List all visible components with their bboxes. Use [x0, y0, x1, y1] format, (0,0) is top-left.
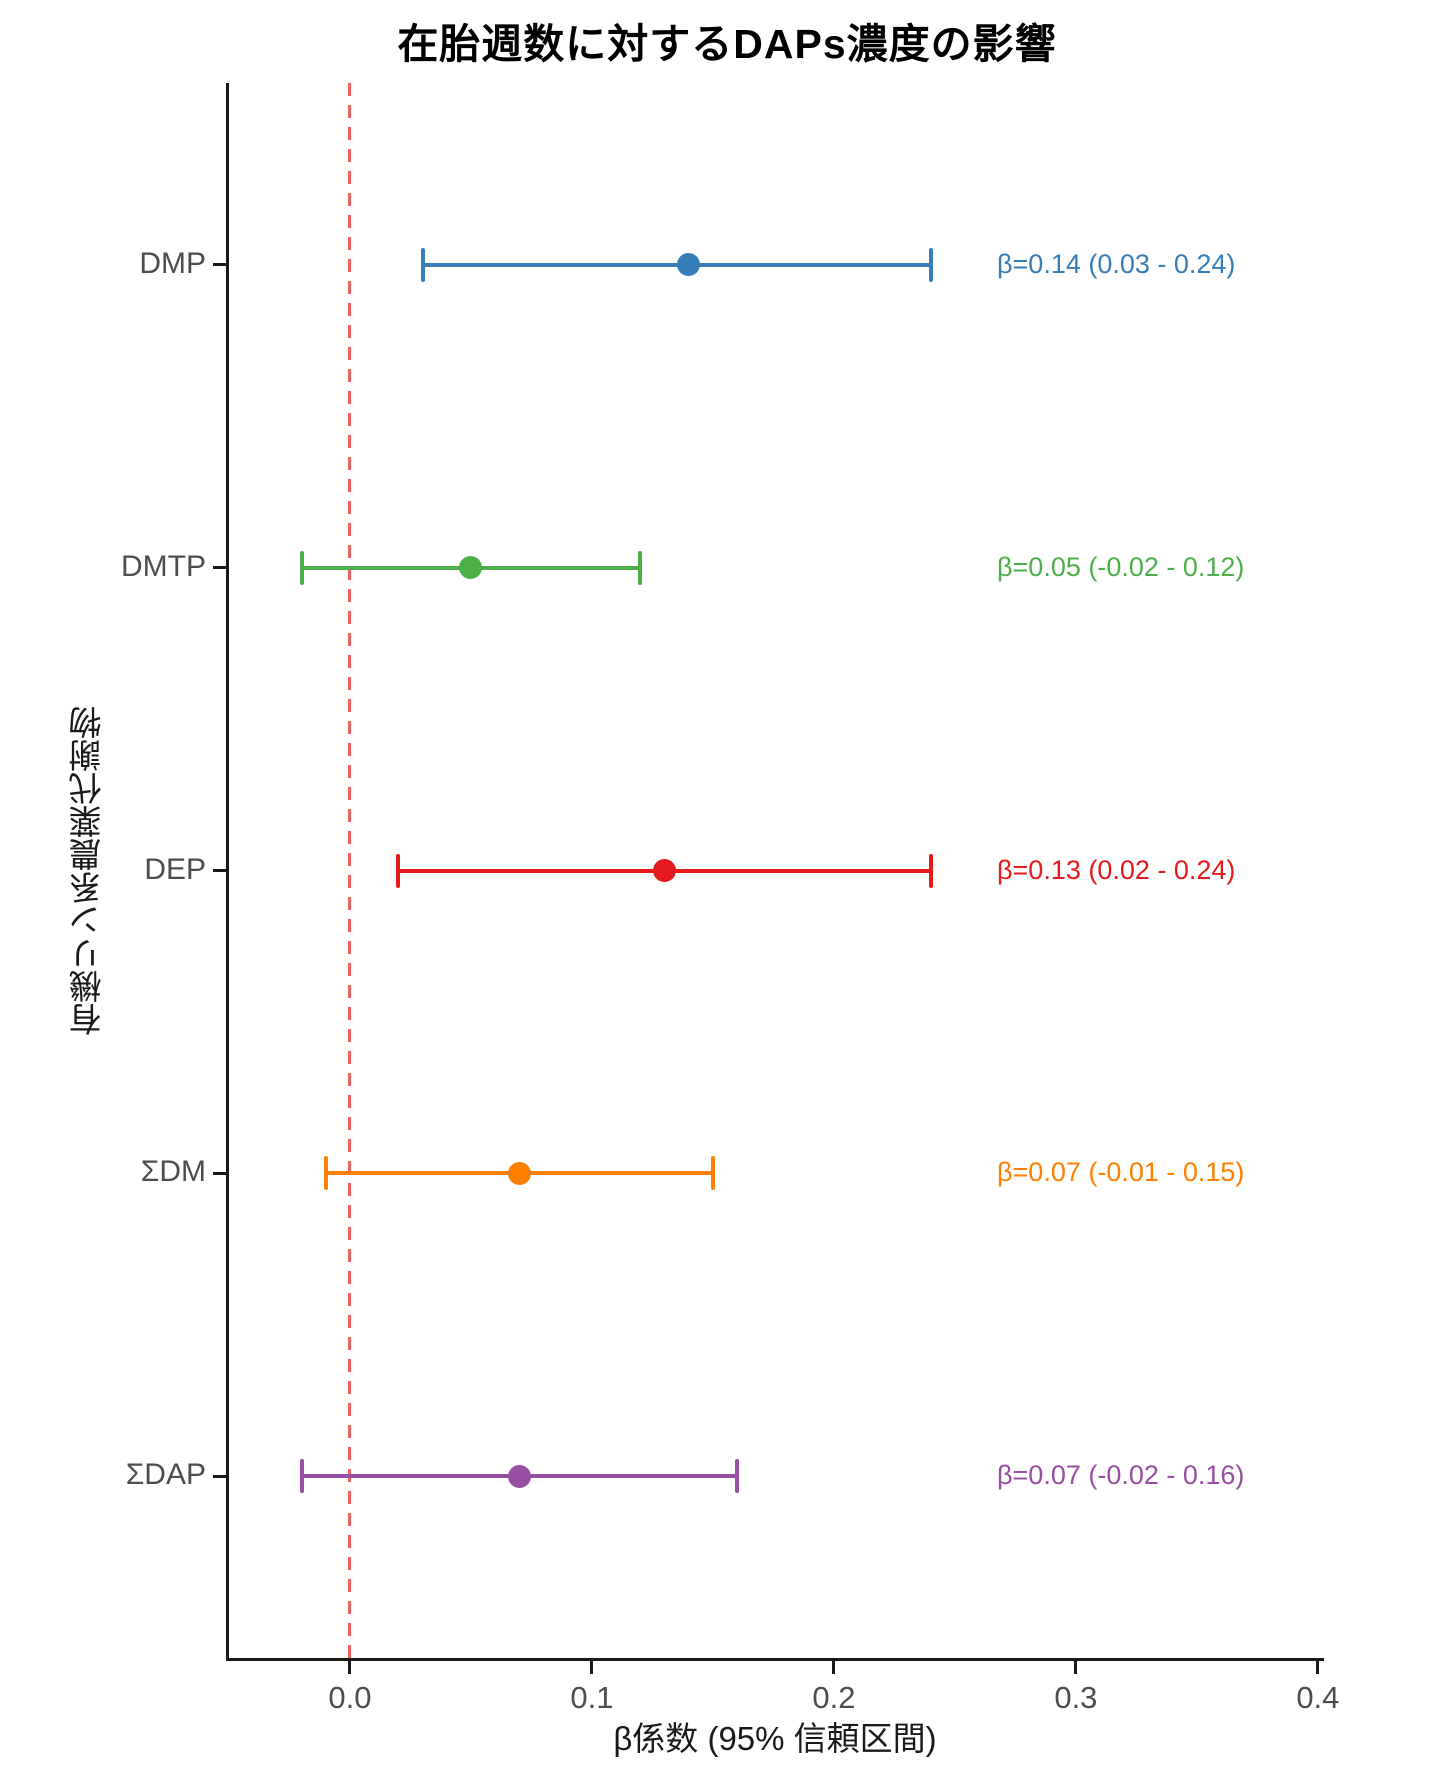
x-axis-line — [226, 1658, 1324, 1661]
chart-title: 在胎週数に対するDAPs濃度の影響 — [397, 21, 1057, 67]
x-tick-label: 0.4 — [1296, 1680, 1340, 1715]
y-tick-mark — [213, 1474, 226, 1478]
x-tick-mark — [348, 1661, 352, 1674]
annotation-label: β=0.07 (-0.02 - 0.16) — [997, 1460, 1245, 1491]
error-bar-cap-high — [735, 1459, 740, 1494]
y-tick-label: DMTP — [121, 549, 206, 583]
x-tick-label: 0.3 — [1054, 1680, 1098, 1715]
annotation-label: β=0.14 (0.03 - 0.24) — [997, 248, 1236, 279]
x-tick-label: 0.0 — [328, 1680, 372, 1715]
x-tick-mark — [1074, 1661, 1078, 1674]
error-bar-cap-low — [299, 1459, 304, 1494]
y-tick-mark — [213, 1171, 226, 1175]
y-tick-label: DMP — [139, 246, 206, 280]
error-bar-cap-low — [323, 1156, 328, 1191]
error-bar-cap-low — [299, 550, 304, 585]
annotation-label: β=0.07 (-0.01 - 0.15) — [997, 1157, 1245, 1188]
y-tick-label: DEP — [144, 852, 206, 886]
y-axis-line — [226, 83, 229, 1661]
x-tick-mark — [1316, 1661, 1320, 1674]
y-tick-mark — [213, 263, 226, 267]
x-tick-label: 0.1 — [570, 1680, 614, 1715]
error-bar-cap-high — [638, 550, 643, 585]
x-axis-title: β係数 (95% 信頼区間) — [613, 1720, 937, 1757]
x-tick-label: 0.2 — [812, 1680, 856, 1715]
x-tick-mark — [832, 1661, 836, 1674]
y-tick-mark — [213, 566, 226, 570]
x-tick-mark — [590, 1661, 594, 1674]
y-tick-label: ΣDAP — [125, 1458, 206, 1492]
error-bar-cap-high — [710, 1156, 715, 1191]
annotation-label: β=0.13 (0.02 - 0.24) — [997, 854, 1236, 885]
error-bar-cap-low — [420, 247, 425, 282]
point-estimate-dot — [507, 1464, 531, 1488]
y-tick-mark — [213, 869, 226, 872]
point-estimate-dot — [459, 556, 483, 580]
error-bar — [422, 262, 931, 267]
error-bar-cap-low — [396, 853, 401, 888]
error-bar-cap-high — [928, 853, 933, 888]
error-bar-cap-high — [928, 247, 933, 282]
point-estimate-dot — [507, 1161, 531, 1185]
y-tick-label: ΣDM — [140, 1155, 206, 1189]
zero-reference-line — [348, 83, 352, 1658]
annotation-label: β=0.05 (-0.02 - 0.12) — [997, 551, 1245, 582]
point-estimate-dot — [653, 859, 677, 882]
point-estimate-dot — [677, 253, 701, 277]
